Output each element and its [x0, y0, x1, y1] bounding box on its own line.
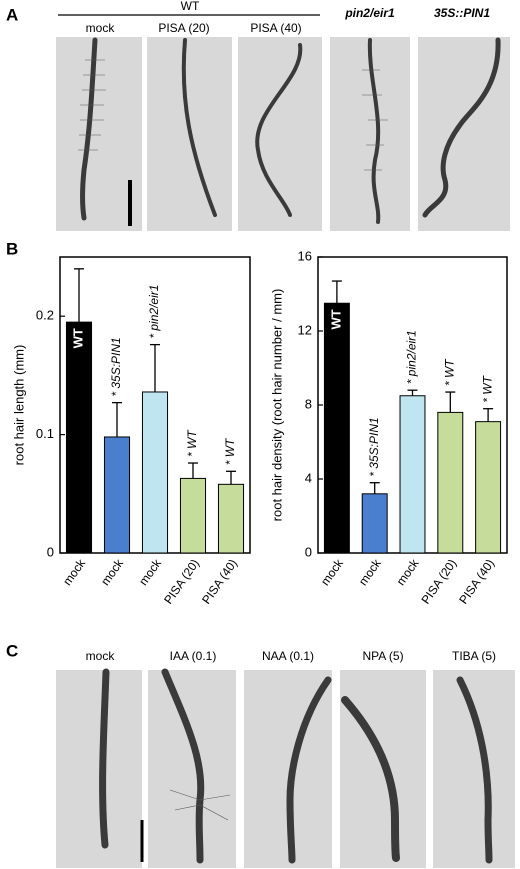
bar-label: WT: [70, 328, 85, 348]
x-tick-label: PISA (20): [418, 557, 459, 607]
x-tick-label: mock: [318, 556, 346, 588]
bar: [65, 321, 93, 554]
bar: [475, 421, 502, 554]
bar-label: * 35S:PIN1: [109, 337, 123, 396]
y-tick-label: 0: [47, 544, 54, 559]
photo-row-c: [56, 668, 515, 868]
root: [181, 38, 217, 217]
image-label: NAA (0.1): [262, 649, 314, 663]
root: [456, 676, 493, 864]
bar-label: * WT: [185, 429, 199, 457]
root-hairs: [362, 69, 388, 171]
panel-letter: B: [6, 239, 18, 258]
y-tick-label: 0: [305, 544, 312, 559]
root: [422, 37, 501, 218]
x-tick-label: mock: [98, 556, 126, 588]
root: [367, 38, 381, 224]
x-tick-label: mock: [356, 556, 384, 588]
bar: [141, 391, 169, 554]
photo: [148, 670, 236, 868]
image-label: mock: [86, 21, 116, 35]
image-label: IAA (0.1): [170, 649, 217, 663]
bar: [361, 493, 388, 554]
image-label: PISA (40): [250, 21, 301, 35]
image-label: PISA (20): [158, 21, 209, 35]
bar-label: * WT: [223, 437, 237, 465]
bar: [179, 477, 207, 554]
bar: [437, 411, 464, 554]
x-tick-label: PISA (40): [456, 557, 497, 607]
root-hairs: [169, 789, 231, 821]
y-tick-label: 4: [305, 470, 312, 485]
bar-label: * pin2/eir1: [147, 285, 161, 339]
y-axis-label: root hair density (root hair number / mm…: [269, 289, 284, 522]
bar-label: * pin2/eir1: [405, 330, 419, 384]
bar: [103, 436, 131, 554]
group-label: WT: [181, 0, 200, 13]
image-label: 35S::PIN1: [434, 6, 490, 20]
bar-label: WT: [328, 309, 343, 329]
y-tick-label: 12: [298, 322, 312, 337]
root: [161, 668, 205, 864]
bar: [323, 302, 350, 554]
root: [99, 668, 110, 849]
panel-letter: C: [6, 641, 18, 660]
charts: 0 0.1 0.2 root hair length (mm) WT mock * 35S:…: [11, 248, 508, 607]
photo: [56, 37, 142, 231]
y-tick-label: 16: [298, 248, 312, 263]
photo-row-a: [56, 37, 510, 231]
x-tick-label: PISA (40): [199, 557, 240, 607]
bar: [217, 483, 245, 554]
root-hairs: [78, 59, 106, 151]
image-label: pin2/eir1: [344, 6, 395, 20]
panel-letter: A: [6, 5, 18, 24]
x-tick-label: mock: [394, 556, 422, 588]
photo: [56, 670, 142, 868]
photo: [238, 37, 322, 231]
image-label: mock: [86, 649, 116, 663]
root: [286, 676, 332, 864]
image-label: TIBA (5): [452, 649, 496, 663]
root: [255, 43, 303, 217]
photo: [433, 670, 515, 868]
y-axis-label: root hair length (mm): [11, 345, 26, 466]
bar: [399, 395, 426, 554]
y-tick-label: 0.2: [36, 308, 54, 323]
y-tick-label: 8: [305, 396, 312, 411]
bar-label: * WT: [480, 374, 494, 402]
root: [341, 696, 400, 862]
x-tick-label: PISA (20): [161, 557, 202, 607]
image-label: NPA (5): [362, 649, 403, 663]
bar-label: * WT: [442, 358, 456, 386]
y-tick-label: 0.1: [36, 426, 54, 441]
x-tick-label: mock: [60, 556, 88, 588]
bar-label: * 35S:PIN1: [367, 417, 381, 476]
root: [80, 37, 98, 221]
x-tick-label: mock: [136, 556, 164, 588]
